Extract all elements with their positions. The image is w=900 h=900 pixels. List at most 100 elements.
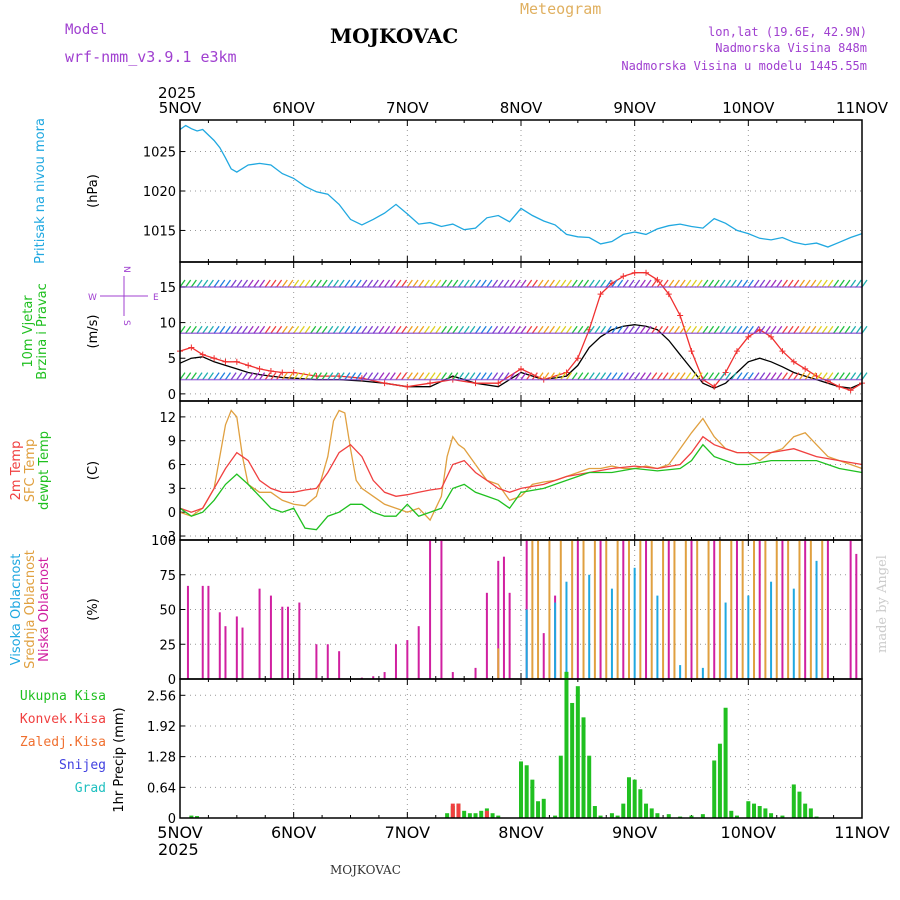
wind-barb [418,372,425,380]
wind-barb [770,279,777,288]
wind-barb [497,325,504,334]
wind-barb [298,325,305,334]
wind-barb [236,372,243,380]
y-axis-label: (C) [86,461,101,480]
wind-barb [395,325,402,334]
bar-mark [451,672,454,679]
wind-barb [816,325,823,334]
top-tick-label: 8NOV [500,99,543,117]
wind-barb [179,372,186,380]
wind-barb [406,279,413,288]
bar-mark [700,814,705,818]
wind-barb [719,372,726,380]
wind-barb [639,279,646,288]
bar-mark [803,803,808,818]
bar-mark [406,640,409,679]
wind-barb [315,279,322,288]
wind-barb [588,325,595,334]
y-tick-label: 5 [168,352,176,367]
wind-barb [463,325,470,334]
y-tick-label: 0 [168,673,176,688]
wind-barb [668,279,675,288]
bar-mark [638,789,643,818]
wind-barb [304,279,311,288]
wind-barb [367,372,374,380]
bar-mark [770,581,773,679]
wind-barb [492,279,499,288]
y-tick-label: 0 [168,388,176,403]
wind-barb [588,279,595,288]
wind-barb [332,325,339,334]
wind-barb [594,372,601,380]
wind-barb [520,325,527,334]
bar-mark [792,588,795,679]
wind-barb [367,279,374,288]
y-tick-label: 1.28 [147,751,176,766]
wind-barb [685,372,692,380]
wind-barb [685,325,692,334]
wind-barb [804,372,811,380]
bar-mark [570,702,575,818]
series-line [179,435,863,513]
wind-barb [401,372,408,380]
gust-marker [847,387,854,394]
bar-mark [734,815,739,818]
wind-barb [480,279,487,288]
gust-marker [233,358,240,365]
bar-mark [718,540,721,679]
wind-barb [793,372,800,380]
wind-barb [713,279,720,288]
wind-barb [855,325,862,334]
wind-barb [770,372,777,380]
wind-barb [264,372,271,380]
wind-barb [776,372,783,380]
clouds-panel: 0 25 50 75 100 (%) Visoka Oblacnost Srednja Obl… [9,534,863,688]
bar-mark [645,540,648,679]
wind-barb [196,372,203,380]
wind-barb [861,372,868,380]
bar-mark [633,567,636,679]
y-tick-label: -3 [163,530,176,545]
temperature-panel: -3 0 3 6 9 12 (C) 2m Temp SFC Temp dewpt Temp [9,400,863,545]
station-title: MOJKOVAC [330,24,458,48]
wind-barb [781,372,788,380]
y-tick-label: 6 [168,459,176,474]
wind-barb [662,325,669,334]
bar-mark [615,815,620,818]
y-tick-label: 0 [168,812,176,827]
legend-entry: Zaledj.Kisa [20,735,106,750]
y-axis-label: (m/s) [86,315,101,349]
bar-mark [717,743,722,818]
wind-barb [514,325,521,334]
y-axis-label: 1hr Precip (mm) [112,707,127,812]
wind-barb [486,325,493,334]
wind-barb [213,279,220,288]
gust-marker [188,344,195,351]
bar-mark [531,540,534,679]
wind-barb [844,325,851,334]
bar-mark [780,815,785,818]
wind-barb [395,372,402,380]
wind-barb [287,372,294,380]
bar-mark [757,806,762,818]
wind-barb [838,372,845,380]
y-tick-label: 1025 [143,146,176,161]
bar-mark [530,779,535,818]
wind-barb [543,372,550,380]
wind-barb [753,372,760,380]
wind-barb [207,372,214,380]
legend-entry: Konvek.Kisa [20,712,106,727]
wind-barb [679,325,686,334]
wind-barb [725,372,732,380]
wind-barb [787,372,794,380]
series-line [179,443,863,531]
wind-barb [804,325,811,334]
credit-text: made by Angel [875,555,890,653]
bar-mark [627,540,630,679]
wind-barb [764,279,771,288]
wind-barb [543,325,550,334]
wind-barb [486,372,493,380]
wind-barb [446,279,453,288]
gust-marker [779,348,786,355]
wind-barb [253,279,260,288]
